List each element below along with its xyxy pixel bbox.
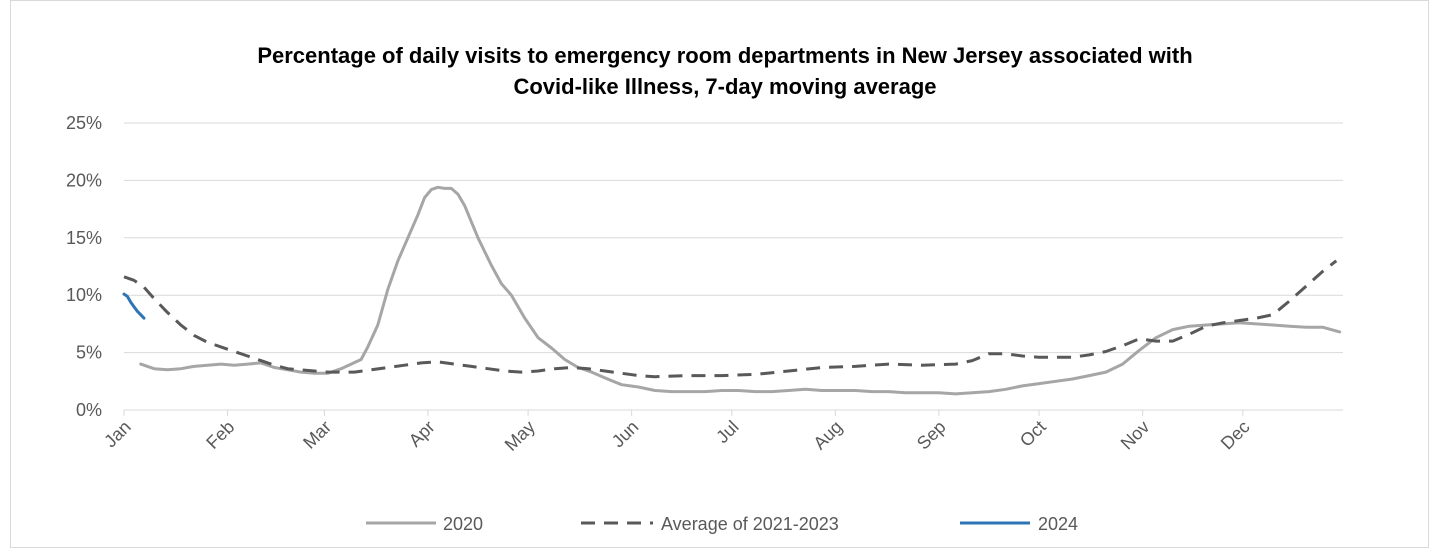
- x-tick-label: Oct: [1016, 417, 1050, 451]
- chart-title-line-2: Covid-like Illness, 7-day moving average: [513, 74, 936, 99]
- x-tick-label: Feb: [202, 417, 238, 453]
- x-tick-label: Nov: [1117, 417, 1154, 454]
- y-tick-label: 25%: [66, 113, 102, 133]
- legend-label-1: Average of 2021-2023: [661, 514, 839, 534]
- y-tick-label: 0%: [76, 400, 102, 420]
- x-tick-label: Mar: [299, 417, 335, 453]
- legend-label-0: 2020: [443, 514, 483, 534]
- chart-title: Percentage of daily visits to emergency …: [257, 43, 1192, 99]
- y-axis: 0% 5% 10% 15% 20% 25%: [66, 113, 102, 420]
- x-tick-label: Apr: [405, 417, 439, 451]
- gridlines: [124, 122, 1343, 354]
- legend-label-2: 2024: [1038, 514, 1078, 534]
- x-tick-label: Jun: [608, 417, 643, 452]
- y-tick-label: 20%: [66, 170, 102, 190]
- x-tick-label: Jul: [712, 417, 742, 447]
- series-line-0: [139, 185, 1342, 396]
- line-chart: Percentage of daily visits to emergency …: [66, 43, 1343, 534]
- chart-frame: Percentage of daily visits to emergency …: [10, 0, 1429, 548]
- x-tick-label: Aug: [809, 417, 846, 454]
- x-tick-label: Dec: [1217, 417, 1254, 454]
- chart-title-line-1: Percentage of daily visits to emergency …: [257, 43, 1192, 68]
- series-line-2: [122, 292, 146, 320]
- y-tick-label: 10%: [66, 285, 102, 305]
- legend: 2020 Average of 2021-2023 2024: [366, 514, 1078, 534]
- x-tick-label: Sep: [913, 417, 950, 454]
- y-tick-label: 5%: [76, 343, 102, 363]
- x-axis: Jan Feb Mar Apr May Jun Jul Aug Sep Oct Nov Dec: [100, 409, 1343, 455]
- y-tick-label: 15%: [66, 228, 102, 248]
- x-tick-label: Jan: [100, 417, 135, 452]
- series-layer: [122, 185, 1342, 396]
- x-tick-label: May: [501, 417, 539, 455]
- series-line-1: [123, 259, 1338, 379]
